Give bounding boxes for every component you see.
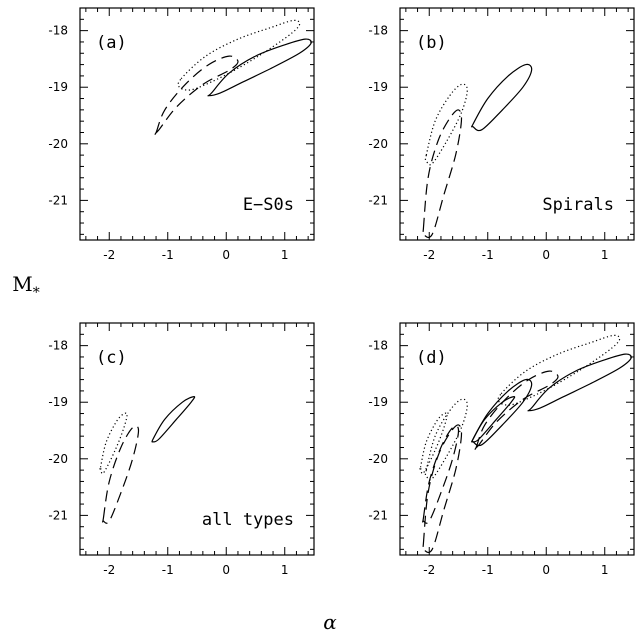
contour-group	[421, 63, 533, 239]
solid-contour	[471, 378, 533, 447]
solid-contour	[151, 395, 196, 443]
y-tick-label: -19	[48, 80, 68, 94]
dotted-contour	[177, 19, 301, 91]
x-tick-label: 1	[281, 563, 289, 577]
panel-annotation: E−S0s	[243, 195, 294, 215]
dashed-contour	[421, 424, 463, 554]
y-tick-label: -20	[48, 452, 68, 466]
y-tick-label: -18	[368, 24, 388, 38]
y-tick-label: -20	[368, 137, 388, 151]
dashed-contour	[421, 109, 463, 239]
y-tick-label: -21	[368, 193, 388, 207]
panel-frame	[79, 7, 315, 241]
panel-1: -2 -1 0 1 -18 -19 -20 -21 (a) E−S0s	[48, 7, 315, 262]
dashed-contour	[102, 425, 140, 524]
panel-label: (b)	[416, 33, 447, 53]
x-tick-label: 0	[222, 248, 230, 262]
solid-contour	[471, 395, 516, 443]
dashed-contour	[422, 425, 460, 524]
y-tick-label: -18	[48, 339, 68, 353]
panel-4: -2 -1 0 1 -18 -19 -20 -21 (d)	[368, 322, 635, 577]
x-tick-label: -1	[482, 248, 494, 262]
dotted-contour	[419, 412, 448, 475]
x-tick-label: 1	[281, 248, 289, 262]
panel-annotation: Spirals	[542, 195, 614, 215]
x-tick-label: -2	[423, 248, 435, 262]
contour-group	[419, 334, 632, 554]
y-tick-label: -21	[368, 508, 388, 522]
solid-contour	[207, 38, 312, 97]
x-tick-label: -2	[423, 563, 435, 577]
x-tick-label: 0	[542, 563, 550, 577]
x-tick-label: -1	[162, 248, 174, 262]
contour-group	[99, 395, 196, 524]
y-tick-label: -20	[48, 137, 68, 151]
y-tick-label: -19	[368, 395, 388, 409]
dotted-contour	[99, 412, 128, 475]
panel-frame	[399, 322, 635, 556]
y-tick-label: -19	[368, 80, 388, 94]
y-tick-label: -21	[48, 193, 68, 207]
x-tick-label: 1	[601, 563, 609, 577]
x-tick-label: -1	[482, 563, 494, 577]
y-tick-label: -19	[48, 395, 68, 409]
x-tick-label: -2	[103, 563, 115, 577]
y-tick-label: -18	[48, 24, 68, 38]
x-tick-label: 0	[542, 248, 550, 262]
panel-frame	[399, 7, 635, 241]
dashed-contour	[152, 55, 239, 137]
x-tick-label: -1	[162, 563, 174, 577]
panel-label: (c)	[96, 348, 127, 368]
solid-contour	[471, 63, 533, 132]
panel-annotation: all types	[202, 510, 294, 530]
x-axis-title: α	[323, 610, 337, 634]
x-tick-label: -2	[103, 248, 115, 262]
panel-2: -2 -1 0 1 -18 -19 -20 -21 (b) Spirals	[368, 7, 635, 262]
y-tick-label: -18	[368, 339, 388, 353]
x-tick-label: 0	[222, 563, 230, 577]
panel-frame	[79, 322, 315, 556]
panel-label: (a)	[96, 33, 127, 53]
y-tick-label: -20	[368, 452, 388, 466]
dotted-contour	[497, 334, 621, 406]
y-tick-label: -21	[48, 508, 68, 522]
solid-contour	[527, 353, 632, 412]
contour-group	[152, 19, 312, 137]
panel-3: -2 -1 0 1 -18 -19 -20 -21 (c) all types	[48, 322, 315, 577]
panel-label: (d)	[416, 348, 447, 368]
y-axis-title: M*	[12, 272, 39, 301]
x-tick-label: 1	[601, 248, 609, 262]
